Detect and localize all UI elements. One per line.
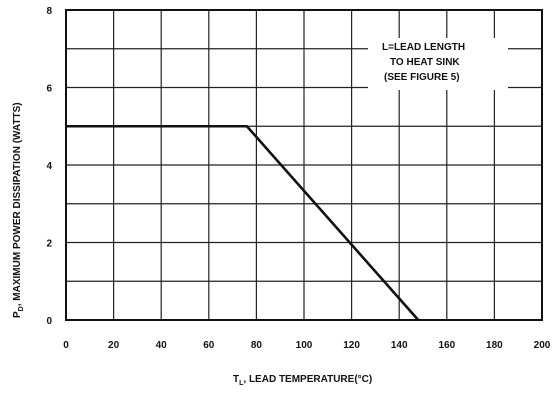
series-line-0 [66, 124, 420, 321]
annotation-line-1: L=LEAD LENGTH [382, 42, 465, 53]
x-tick-label: 140 [391, 340, 408, 351]
x-tick-label: 60 [203, 340, 215, 351]
x-tick-label: 40 [156, 340, 168, 351]
y-axis-title: PD, MAXIMUM POWER DISSIPATION (WATTS) [12, 102, 25, 318]
y-axis-title-sub: D [18, 306, 25, 311]
y-tick-label: 8 [46, 6, 52, 17]
y-axis-title-rest: , MAXIMUM POWER DISSIPATION (WATTS) [12, 102, 23, 306]
annotation-line-3: (SEE FIGURE 5) [384, 72, 460, 83]
annotation-line-2: TO HEAT SINK [390, 57, 460, 68]
series-lines [66, 124, 420, 321]
x-axis-title-main: T [233, 374, 239, 385]
y-tick-label: 2 [46, 239, 52, 250]
plot-frame [65, 9, 543, 321]
plot-border [65, 9, 543, 321]
x-tick-label: 180 [486, 340, 503, 351]
y-axis-title-main: P [12, 311, 23, 318]
x-axis-title-rest: , LEAD TEMPERATURE(°C) [243, 374, 372, 385]
x-tick-label: 120 [343, 340, 360, 351]
x-axis-title-sub: L [239, 380, 244, 387]
y-tick-labels: 0 2 4 6 8 [46, 6, 52, 327]
annotation-background [368, 38, 508, 90]
x-tick-label: 80 [251, 340, 263, 351]
x-tick-label: 200 [534, 340, 551, 351]
x-tick-label: 160 [438, 340, 455, 351]
x-tick-label: 0 [63, 340, 69, 351]
x-tick-labels: 0 20 40 60 80 100 120 140 160 180 200 [63, 340, 551, 351]
x-tick-label: 20 [108, 340, 120, 351]
annotation: L=LEAD LENGTH TO HEAT SINK (SEE FIGURE 5… [368, 38, 508, 90]
y-tick-label: 4 [46, 161, 52, 172]
y-tick-label: 6 [46, 84, 52, 95]
x-axis-title: TL, LEAD TEMPERATURE(°C) [233, 374, 372, 387]
x-tick-label: 100 [296, 340, 313, 351]
y-tick-label: 0 [46, 316, 52, 327]
